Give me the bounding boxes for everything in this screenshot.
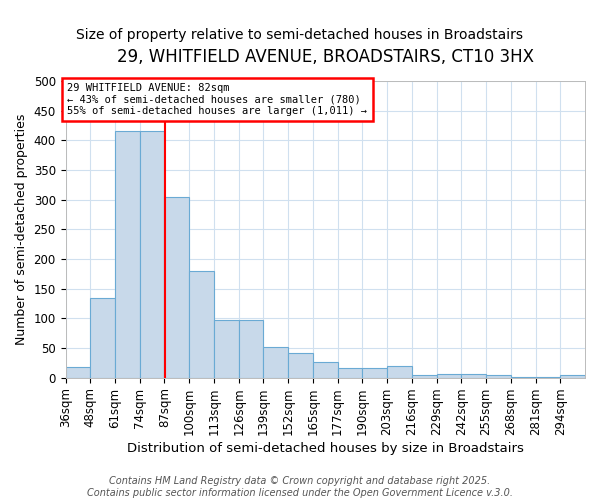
Bar xyxy=(536,376,560,378)
Title: 29, WHITFIELD AVENUE, BROADSTAIRS, CT10 3HX: 29, WHITFIELD AVENUE, BROADSTAIRS, CT10 … xyxy=(117,48,534,66)
Bar xyxy=(412,374,437,378)
Bar xyxy=(338,368,362,378)
Text: 29 WHITFIELD AVENUE: 82sqm
← 43% of semi-detached houses are smaller (780)
55% o: 29 WHITFIELD AVENUE: 82sqm ← 43% of semi… xyxy=(67,82,367,116)
X-axis label: Distribution of semi-detached houses by size in Broadstairs: Distribution of semi-detached houses by … xyxy=(127,442,524,455)
Bar xyxy=(461,374,486,378)
Bar xyxy=(140,132,164,378)
Bar xyxy=(362,368,387,378)
Bar xyxy=(189,271,214,378)
Bar xyxy=(90,298,115,378)
Bar xyxy=(164,196,189,378)
Bar xyxy=(486,374,511,378)
Text: Contains HM Land Registry data © Crown copyright and database right 2025.
Contai: Contains HM Land Registry data © Crown c… xyxy=(87,476,513,498)
Bar xyxy=(313,362,338,378)
Bar xyxy=(288,353,313,378)
Bar xyxy=(214,320,239,378)
Bar xyxy=(387,366,412,378)
Bar xyxy=(511,376,536,378)
Bar xyxy=(65,367,90,378)
Bar xyxy=(115,132,140,378)
Bar xyxy=(263,347,288,378)
Bar xyxy=(437,374,461,378)
Bar xyxy=(239,320,263,378)
Bar xyxy=(560,374,585,378)
Text: Size of property relative to semi-detached houses in Broadstairs: Size of property relative to semi-detach… xyxy=(77,28,523,42)
Y-axis label: Number of semi-detached properties: Number of semi-detached properties xyxy=(15,114,28,345)
